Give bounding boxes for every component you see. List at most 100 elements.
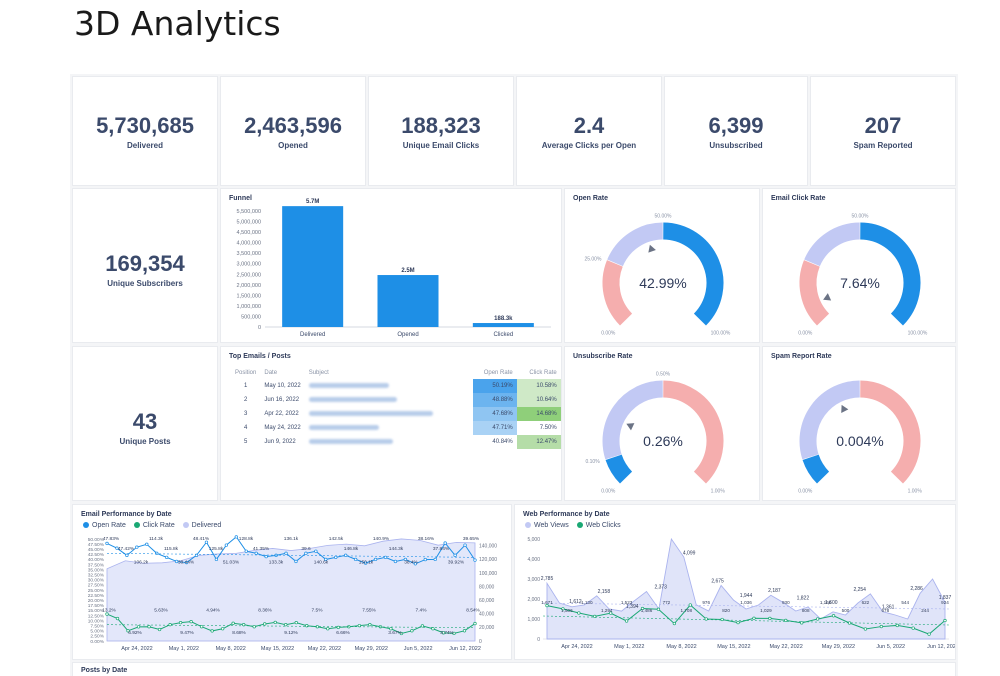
gauge-tick-label: 0.00% [601,489,616,495]
data-label: 2,286 [910,586,923,592]
click-rate-point [410,629,414,633]
subject-cell-redacted[interactable] [305,407,473,421]
y-tick-label: 3,500,000 [237,251,261,257]
y-tick-label-left: 2.50% [90,634,104,640]
funnel-card[interactable]: Funnel 0 500,000 1,000,000 1,500,000 2,000,0… [220,188,562,343]
data-label: 48.41% [193,536,210,542]
y-tick-label-left: 12.50% [88,613,105,619]
table-row[interactable]: 2 Jun 16, 2022 48.88% 10.64% [231,393,561,407]
click-rate-point [389,627,393,631]
subject-cell-redacted[interactable] [305,421,473,435]
data-label: 1,294 [601,608,613,613]
top-posts-card[interactable]: Top Emails / Posts Position Date Subject… [220,346,562,501]
column-header[interactable]: Open Rate [483,370,513,376]
open-rate-point [363,561,368,565]
kpi-avg-clicks-card[interactable]: 2.4 Average Clicks per Open [516,76,662,186]
gauge-card-open-rate[interactable]: Open Rate 42.99% 0.00% 100.00% 50.00% 25.00% [564,188,760,343]
data-label: 1,506 [561,608,573,613]
kpi-spam-value: 207 [864,113,902,138]
legend-label[interactable]: Open Rate [92,522,126,529]
column-header[interactable]: Subject [308,370,329,376]
y-tick-label: 0 [258,325,261,331]
gauge-segment [607,222,664,267]
kpi-clicks-value: 188,323 [401,113,481,138]
click-rate-point [136,625,141,629]
y-tick-label: 1,000 [527,617,540,623]
gauge-card-click-rate[interactable]: Email Click Rate 7.64% 0.00% 100.00% 50.00% [762,188,956,343]
gauge-segment [799,380,861,460]
subject-cell-redacted[interactable] [305,393,473,407]
click-rate-trend [106,624,476,629]
table-row[interactable]: 1 May 10, 2022 50.19% 10.58% [231,379,561,393]
data-label: 924 [941,600,949,605]
open-rate-point [373,557,378,562]
column-header[interactable]: Click Rate [529,370,557,376]
y-tick-label-left: 0.00% [90,639,104,645]
kpi-opened-card[interactable]: 2,463,596 Opened [220,76,366,186]
y-tick-label-left: 37.50% [88,562,105,568]
table-header-row: Position Date Subject Open Rate Click Ra… [231,367,561,379]
email-performance-card[interactable]: Email Performance by Date Open Rate Clic… [72,504,512,660]
data-label: 144.3k [389,546,404,552]
x-tick-label: May 15, 2022 [261,646,294,652]
email-performance-chart: 0.00%2.50%5.00%7.50%10.00%12.50%15.00%17… [88,535,497,652]
funnel-bar [472,323,534,327]
click-rate-cell: 14.68% [516,407,561,421]
kpi-unsubscribed-card[interactable]: 6,399 Unsubscribed [664,76,808,186]
table-row[interactable]: 3 Apr 22, 2022 47.68% 14.68% [231,407,561,421]
data-label: 142.5k [329,536,344,542]
open-rate-point [204,540,209,544]
kpi-spam-card[interactable]: 207 Spam Reported [810,76,956,186]
posts-by-date-card[interactable]: Posts by Date [72,662,956,676]
y-tick-label: 5,500,000 [237,209,261,215]
kpi-subscribers-card[interactable]: 169,354 Unique Subscribers [72,188,218,343]
data-label: 38.44% [178,559,195,565]
data-label: 39.65% [463,536,480,542]
subject-cell-redacted[interactable] [305,435,473,449]
web-clicks-point [561,607,565,611]
subject-cell-redacted[interactable] [305,379,473,393]
gauge-pointer [626,423,635,431]
data-label: 37.84% [433,546,450,552]
click-rate-point [473,621,477,626]
open-rate-point [463,543,467,547]
open-rate-point [344,553,348,557]
table-row[interactable]: 4 May 24, 2022 47.71% 7.50% [231,421,561,435]
column-header[interactable]: Position [235,370,257,376]
data-label: 125.8k [209,546,224,552]
open-rate-point [353,557,358,562]
data-label: 146.8k [344,546,359,552]
y-tick-label: 2,500,000 [237,272,261,278]
legend-label[interactable]: Web Views [534,522,569,529]
gauge-card-spam-report-rate[interactable]: Spam Report Rate 0.004% 0.00% 1.00% [762,346,956,501]
kpi-avg-clicks-value: 2.4 [573,113,605,138]
table-row[interactable]: 5 Jun 9, 2022 40.84% 12.47% [231,435,561,449]
position-cell: 3 [244,411,248,417]
kpi-delivered-card[interactable]: 5,730,685 Delivered [72,76,218,186]
click-rate-point [452,631,456,636]
web-clicks-point [831,614,836,618]
open-rate-point [334,555,338,560]
data-label: 1,394 [626,604,639,610]
open-rate-point [135,545,139,549]
legend-label[interactable]: Web Clicks [585,522,621,529]
legend-label[interactable]: Click Rate [142,522,175,529]
y-tick-label-left: 27.50% [88,583,105,589]
column-header[interactable]: Date [264,370,278,376]
web-performance-card[interactable]: Web Performance by Date Web Views Web Cl… [514,504,956,660]
data-label: 622 [862,600,870,605]
gauge-value: 42.99% [639,275,686,291]
kpi-clicks-card[interactable]: 188,323 Unique Email Clicks [368,76,514,186]
open-rate-point [383,555,388,560]
kpi-posts-card[interactable]: 43 Unique Posts [72,346,218,501]
click-rate-gauge: 7.64% 0.00% 100.00% 50.00% [798,214,928,337]
click-rate-point [157,627,162,632]
data-label: 7.5% [312,607,324,613]
data-label: 2,187 [768,588,781,594]
gauge-card-unsubscribe-rate[interactable]: Unsubscribe Rate 0.26% 0.00% 1.00% 0.50% 0.1… [564,346,760,501]
y-tick-label: 4,500,000 [237,230,261,236]
legend-label[interactable]: Delivered [191,522,222,529]
gauge-tick-label: 25.00% [584,256,602,262]
data-label: 1,486 [641,608,653,613]
open-rate-point [304,551,308,555]
